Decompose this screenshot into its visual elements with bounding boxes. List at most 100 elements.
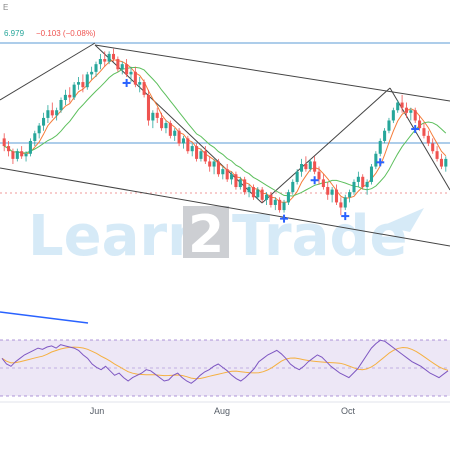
candle-body [37, 125, 41, 134]
candle [304, 156, 308, 172]
candle-body [98, 59, 102, 65]
candle [72, 82, 76, 100]
candle [444, 156, 448, 172]
candle-body [369, 166, 374, 182]
candle [356, 171, 360, 188]
candle [299, 158, 304, 177]
candle-body [20, 151, 24, 157]
candle [208, 156, 212, 172]
candle-body [396, 102, 400, 111]
candle [98, 53, 102, 70]
candle-body [216, 161, 220, 175]
candle [177, 128, 181, 147]
candle-body [230, 174, 234, 180]
candle [94, 61, 98, 77]
candle [20, 146, 24, 159]
candle [291, 179, 295, 195]
candle-body [103, 59, 107, 62]
candle-body [68, 94, 72, 98]
candle [256, 187, 260, 200]
candle-body [76, 82, 81, 85]
candle-body [208, 161, 212, 167]
signal-marker-icon [122, 78, 131, 87]
candle-body [444, 158, 448, 167]
rsi-signal-line [1, 346, 449, 380]
candle [168, 120, 172, 139]
candle [225, 164, 229, 182]
candle-body [85, 74, 89, 88]
x-tick-label: Jun [90, 406, 105, 416]
candle-body [334, 189, 339, 203]
candle-body [50, 110, 54, 116]
candle [295, 169, 299, 185]
candle-body [120, 64, 124, 70]
candle [439, 153, 443, 170]
corner-glyph: E [3, 3, 8, 12]
candle-body [295, 171, 299, 182]
ma-slow-line [3, 66, 447, 197]
candle-body [418, 120, 422, 129]
candle-body [313, 161, 317, 172]
candle-body [431, 143, 435, 152]
x-tick-label: Aug [214, 406, 230, 416]
candle-body [186, 138, 190, 152]
candle-body [374, 153, 378, 167]
candle [243, 176, 247, 195]
candle-body [299, 164, 304, 172]
candle-body [282, 202, 286, 211]
candle [418, 115, 422, 131]
candle-body [94, 64, 98, 72]
candle [24, 151, 28, 162]
price-readout: 6.979 [4, 29, 25, 38]
candle-body [326, 187, 330, 195]
trendline-fall-2 [389, 87, 450, 191]
candle-body [247, 187, 251, 193]
candle [103, 51, 107, 67]
candle-body [42, 117, 46, 126]
candle [63, 89, 67, 106]
candle-body [199, 151, 203, 159]
watermark-digit: 2 [188, 205, 224, 265]
candle-body [387, 120, 391, 131]
candle-body [378, 140, 382, 154]
candle-body [308, 161, 312, 170]
candle-body [168, 123, 172, 136]
candle [352, 179, 356, 195]
candle [28, 138, 32, 157]
candle [339, 197, 343, 216]
watermark-text-left: Learn [28, 204, 207, 269]
candle-body [173, 130, 177, 136]
candle [374, 151, 378, 170]
trendline-rise-1 [0, 42, 96, 101]
signal-marker-icon [411, 125, 420, 134]
candle-body [212, 161, 216, 167]
candle-body [352, 181, 356, 193]
signal-marker-icon [310, 176, 319, 185]
candle [431, 138, 435, 154]
candle-body [330, 189, 334, 195]
candle-body [2, 138, 6, 147]
candle [160, 112, 164, 131]
candle-body [260, 189, 264, 200]
candle [155, 107, 159, 124]
candle [330, 187, 334, 203]
candle-body [195, 146, 199, 159]
x-axis: Jun Aug Oct [90, 406, 356, 416]
candle [313, 156, 317, 175]
trendline-fall-1 [94, 44, 263, 204]
candle [7, 140, 11, 157]
channel-lower-line [0, 167, 450, 247]
candle [422, 123, 426, 139]
candles [2, 48, 448, 216]
candle-body [273, 199, 277, 205]
candle [42, 112, 46, 131]
candle [81, 74, 85, 93]
candle [265, 192, 269, 205]
candle-body [256, 189, 260, 198]
candle-body [146, 94, 151, 121]
candle-body [33, 133, 37, 141]
rsi-pane [0, 339, 450, 397]
candle-body [181, 138, 185, 144]
candle [11, 148, 15, 164]
candle [216, 158, 220, 177]
